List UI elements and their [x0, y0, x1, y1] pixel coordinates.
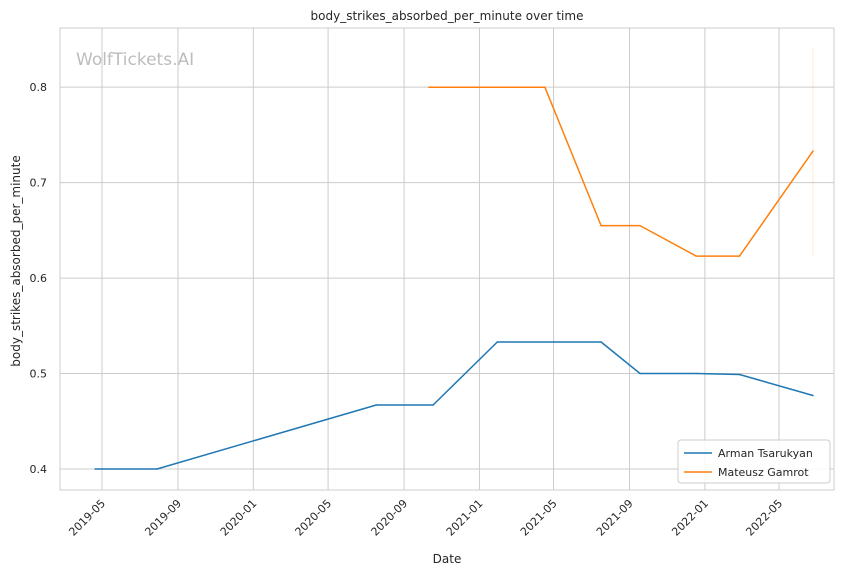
watermark: WolfTickets.AI — [76, 50, 194, 70]
y-tick-label: 0.7 — [30, 177, 48, 190]
data-point-arman-tsarukyan — [156, 468, 158, 470]
data-point-mateusz-gamrot — [600, 224, 602, 227]
x-tick-label: 2022-01 — [669, 497, 711, 539]
y-tick-label: 0.8 — [30, 81, 48, 94]
y-tick-label: 0.5 — [30, 368, 48, 381]
x-tick-label: 2022-05 — [743, 497, 785, 539]
data-point-arman-tsarukyan — [496, 341, 499, 343]
legend-label-mateusz-gamrot: Mateusz Gamrot — [718, 466, 809, 479]
x-tick-label: 2021-09 — [594, 497, 636, 539]
data-point-mateusz-gamrot — [695, 255, 697, 257]
grid — [60, 28, 834, 490]
y-tick-label: 0.6 — [30, 272, 48, 285]
x-tick-label: 2021-01 — [444, 497, 486, 539]
data-point-arman-tsarukyan — [695, 372, 697, 375]
plot-frame — [59, 27, 835, 491]
data-point-mateusz-gamrot — [428, 86, 430, 88]
legend-box — [677, 439, 831, 484]
data-point-arman-tsarukyan — [375, 404, 378, 406]
legend-label-arman-tsarukyan: Arman Tsarukyan — [718, 447, 813, 460]
x-tick-label: 2019-05 — [66, 497, 108, 539]
y-tick-label: 0.4 — [30, 463, 48, 476]
x-tick-label: 2020-09 — [368, 497, 410, 539]
data-point-mateusz-gamrot — [738, 255, 741, 257]
x-tick-label: 2020-05 — [293, 497, 335, 539]
x-axis-title: Date — [433, 552, 462, 566]
series-line-mateusz-gamrot — [428, 86, 814, 257]
data-point-arman-tsarukyan — [94, 468, 96, 470]
data-point-arman-tsarukyan — [738, 373, 741, 376]
data-point-arman-tsarukyan — [639, 372, 641, 375]
x-tick-label: 2020-01 — [218, 497, 260, 539]
series-line-arman-tsarukyan — [95, 341, 814, 470]
data-point-arman-tsarukyan — [432, 404, 434, 406]
data-point-arman-tsarukyan — [812, 394, 814, 397]
x-tick-label: 2019-09 — [142, 497, 184, 539]
legend: Arman Tsarukyan Mateusz Gamrot — [677, 439, 831, 484]
data-point-mateusz-gamrot — [639, 224, 641, 227]
data-point-mateusz-gamrot — [812, 150, 814, 152]
chart-title: body_strikes_absorbed_per_minute over ti… — [311, 9, 584, 23]
plot-area — [94, 47, 814, 470]
y-axis-title: body_strikes_absorbed_per_minute — [9, 155, 23, 366]
x-tick-label: 2021-05 — [518, 497, 560, 539]
data-point-mateusz-gamrot — [544, 86, 546, 88]
data-point-arman-tsarukyan — [600, 341, 602, 343]
